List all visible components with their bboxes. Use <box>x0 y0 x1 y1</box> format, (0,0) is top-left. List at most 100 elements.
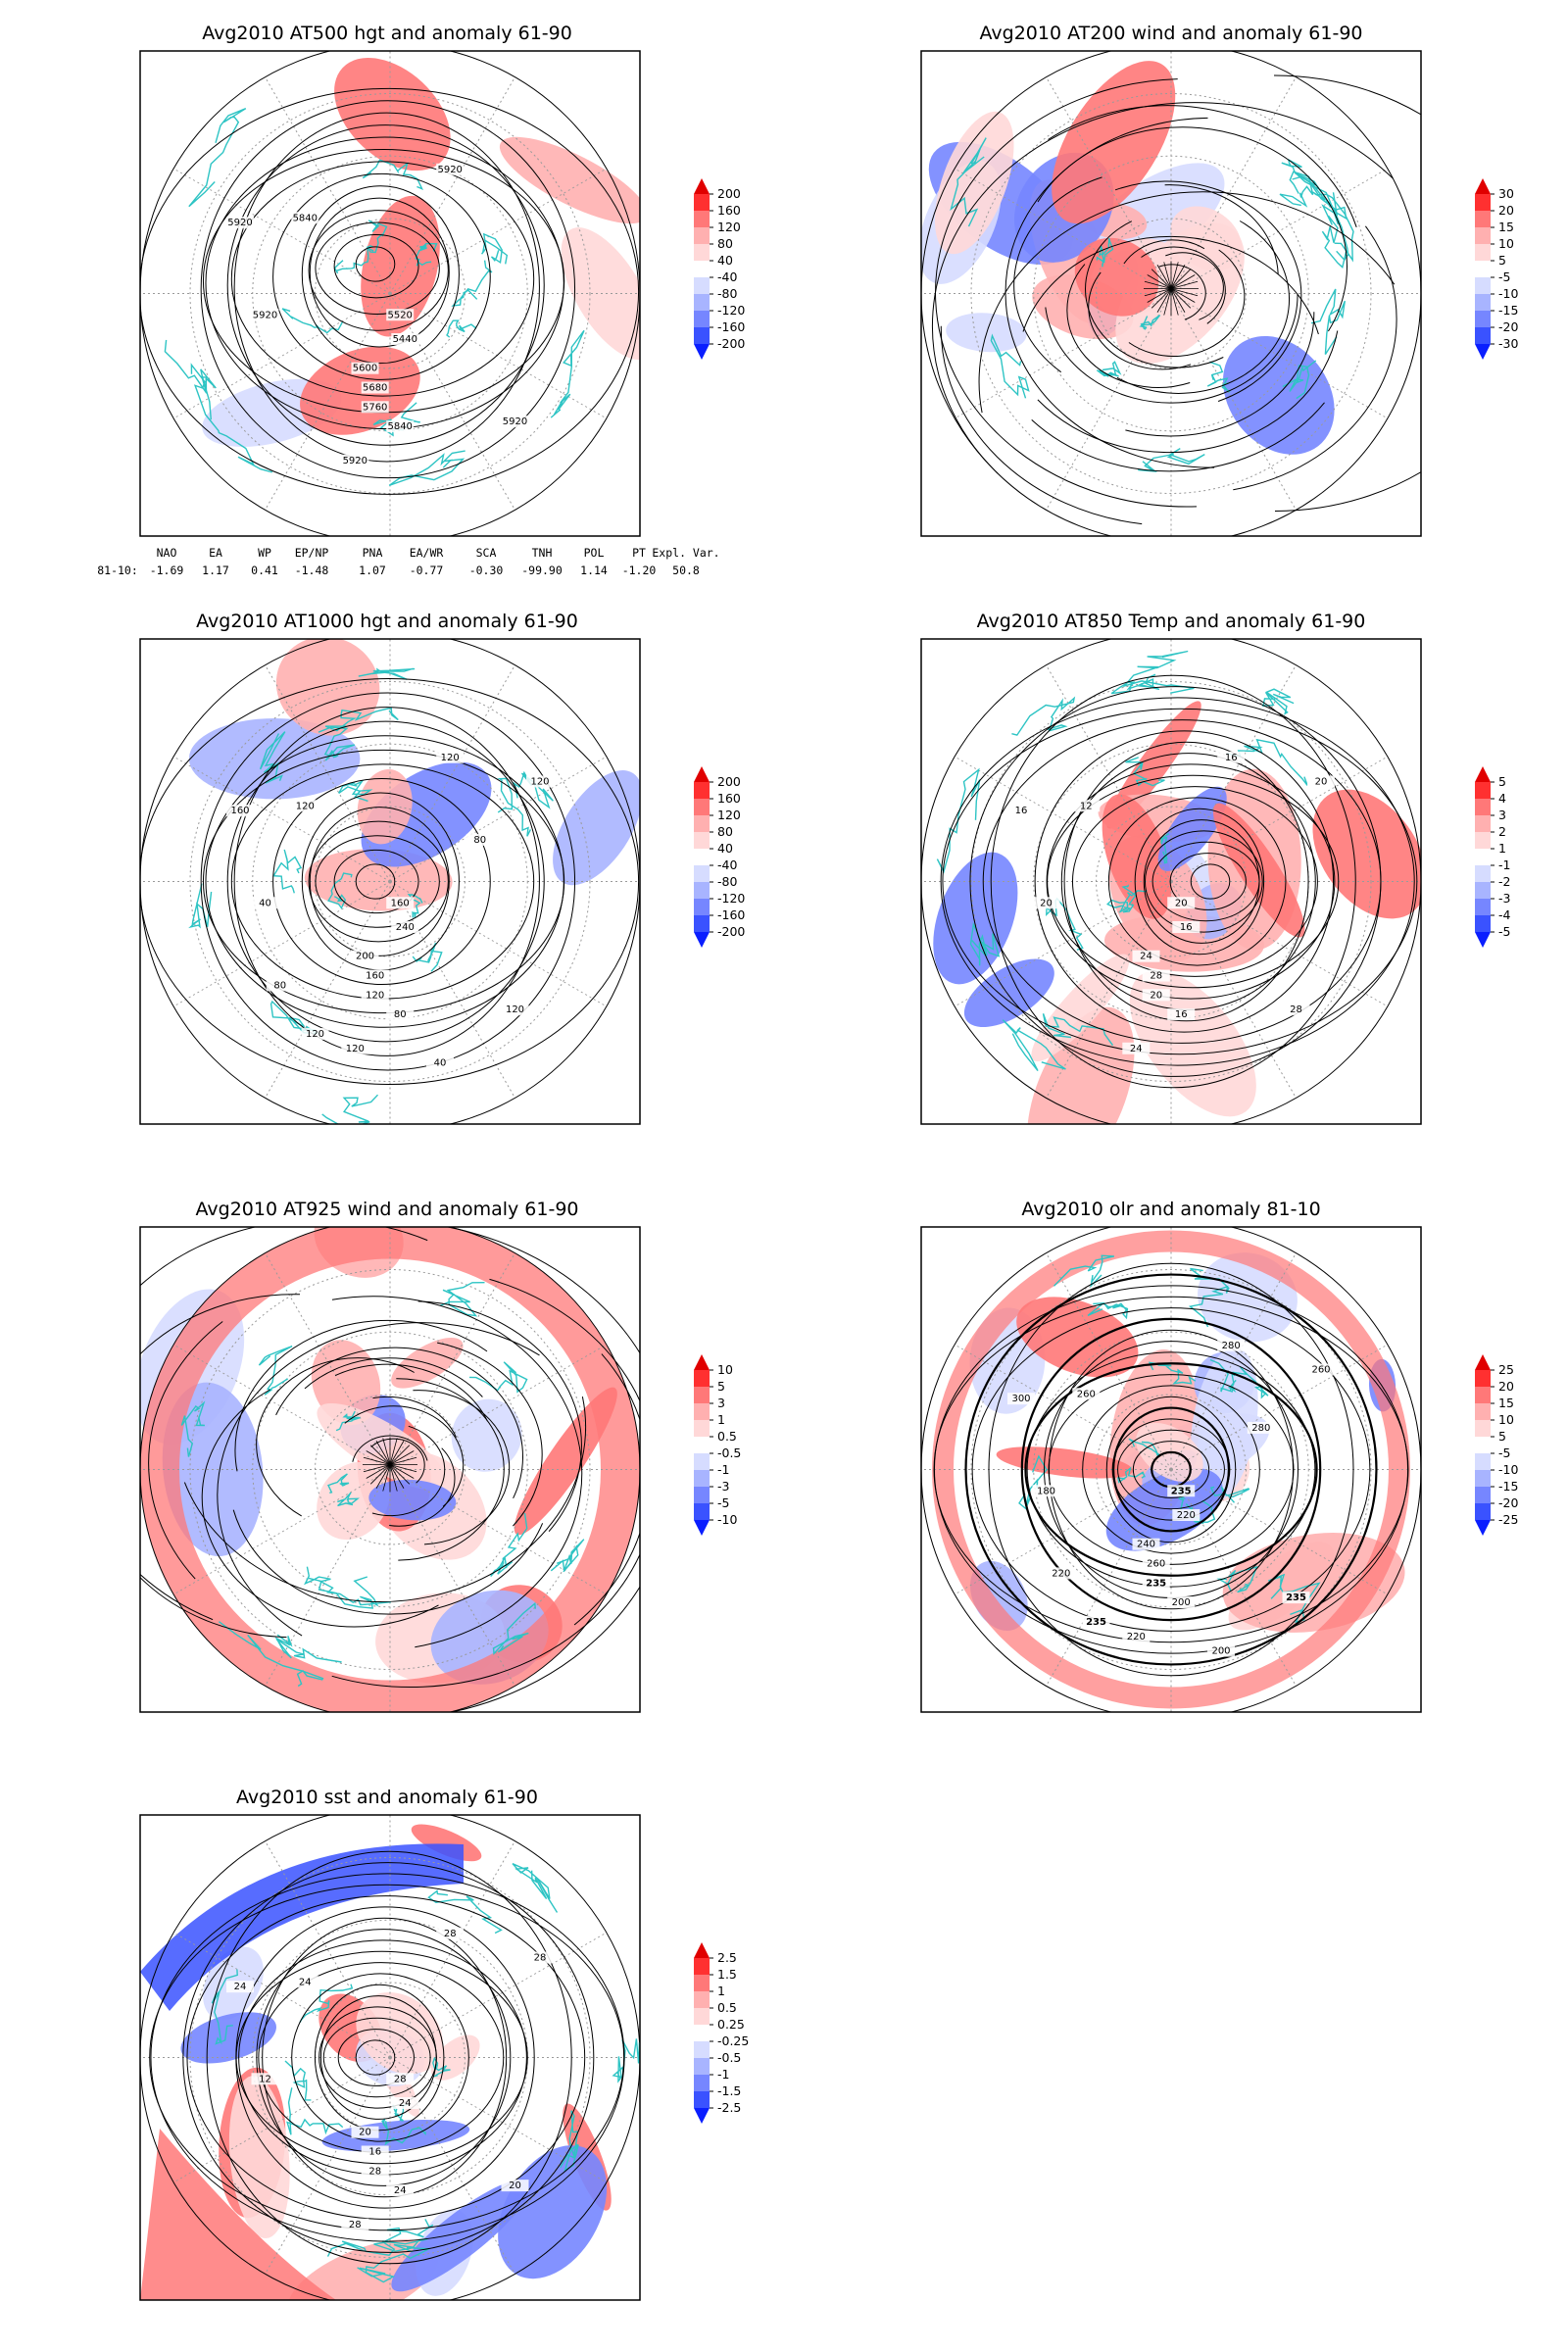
colorbar-arrow-top <box>1475 178 1491 194</box>
coastline <box>308 1576 379 1609</box>
streamline <box>573 1353 640 1626</box>
coastline <box>1042 1013 1114 1047</box>
colorbar-label: -1.5 <box>717 2083 741 2098</box>
coastline <box>1011 696 1076 736</box>
contour-label: 300 <box>1011 1394 1030 1404</box>
colorbar-swatch <box>1475 865 1491 882</box>
contour-label: 235 <box>1286 1592 1306 1603</box>
contour-line <box>337 2029 415 2086</box>
contour-line <box>200 100 576 479</box>
anomaly-shade <box>1212 803 1305 938</box>
colorbar-arrow-bottom <box>694 2108 710 2124</box>
colorbar-label: -1 <box>717 2067 729 2082</box>
contour-line <box>1134 808 1265 956</box>
contour-label: 5840 <box>387 421 412 432</box>
panel-frame <box>920 50 1422 537</box>
streamline <box>1085 220 1224 368</box>
colorbar-label: -200 <box>717 924 745 939</box>
streamline <box>445 1227 640 1712</box>
coastline <box>281 308 343 334</box>
streamline <box>389 1464 411 1485</box>
contour-line <box>1024 1362 1318 1577</box>
anomaly-shade <box>368 1479 457 1521</box>
colorbar-label: 200 <box>717 186 741 201</box>
colorbar-label: 5 <box>1498 1429 1506 1444</box>
colorbar: 200 160 120 80 40 -40 -80 -120-160 -200 <box>694 766 745 948</box>
contour-label: 160 <box>391 898 410 908</box>
contour-line <box>272 777 491 986</box>
streamline <box>370 1438 425 1484</box>
contour-label: 12 <box>259 2074 271 2084</box>
contour-line <box>256 1929 512 2186</box>
contour-label: 40 <box>259 898 271 908</box>
panel-title: Avg2010 AT925 wind and anomaly 61-90 <box>196 1199 579 1220</box>
contour-label: 5760 <box>363 402 387 413</box>
colorbar-label: -5 <box>717 1495 729 1510</box>
streamline <box>1170 274 1196 289</box>
coastline <box>180 1400 206 1457</box>
streamline <box>1114 180 1302 402</box>
index-name: WP <box>258 546 271 560</box>
coastline <box>451 260 493 307</box>
colorbar-swatch <box>1475 211 1491 227</box>
colorbar-label: -0.25 <box>717 2034 749 2048</box>
coastline <box>299 1984 354 2024</box>
index-name: EA <box>209 546 222 560</box>
contour-label: 20 <box>1040 898 1053 908</box>
colorbar-swatch <box>1475 1437 1491 1453</box>
streamline <box>1144 288 1172 297</box>
coastline <box>1096 237 1114 268</box>
contour-line <box>355 246 396 282</box>
contour-line <box>333 849 419 914</box>
colorbar-label: -15 <box>1498 303 1518 318</box>
anomaly-shade <box>963 958 1054 1028</box>
colorbar-swatch <box>694 1975 710 1991</box>
colorbar-label: -0.5 <box>717 1446 741 1460</box>
contour-line <box>205 735 564 1028</box>
colorbar-swatch <box>1475 815 1491 832</box>
streamline <box>1004 117 1215 468</box>
streamline <box>1128 249 1246 358</box>
colorbar-swatch <box>1475 1487 1491 1503</box>
coastline <box>327 1473 350 1494</box>
anomaly-shade <box>561 227 640 360</box>
coastline <box>188 108 247 208</box>
index-name: EA/WR <box>410 546 444 560</box>
streamline <box>1037 330 1339 454</box>
colorbar-label: 25 <box>1498 1362 1514 1377</box>
panel-frame <box>920 638 1422 1125</box>
colorbar-label: -80 <box>717 286 737 301</box>
anomaly-shade <box>514 1387 617 1536</box>
streamline <box>1088 271 1192 370</box>
colorbar-swatch <box>694 261 710 277</box>
contour-line <box>272 172 491 380</box>
anomaly-shade <box>1016 1297 1139 1378</box>
colorbar-swatch <box>694 1470 710 1487</box>
streamline <box>389 1464 398 1492</box>
panel-sst: Avg2010 sst and anomaly 61-90 28 24 28 24 20 1… <box>139 1787 749 2301</box>
colorbar-swatch <box>694 782 710 799</box>
contour-label: 220 <box>1127 1632 1146 1642</box>
contour-label: 28 <box>444 1929 457 1939</box>
contour-line <box>1105 1396 1237 1544</box>
coastline <box>1188 1267 1230 1328</box>
index-value: 1.07 <box>359 564 386 577</box>
latitude-circle <box>189 93 591 494</box>
colorbar-swatch <box>1475 277 1491 294</box>
contour-line <box>988 1262 1354 1677</box>
contour-label: 280 <box>1251 1423 1270 1434</box>
colorbar-swatch <box>694 915 710 932</box>
latitude-circle <box>970 1269 1372 1670</box>
contour-line <box>990 674 1356 1089</box>
panel-at850: Avg2010 AT850 Temp and anomaly 61-901612… <box>920 611 1511 1125</box>
coastline <box>1122 650 1195 694</box>
colorbar-arrow-top <box>694 1942 710 1958</box>
coastline <box>1282 360 1317 400</box>
anomaly-shade <box>140 1843 464 2011</box>
colorbar-swatch <box>694 2091 710 2108</box>
streamline <box>1022 235 1319 335</box>
coastline <box>1160 832 1170 864</box>
contour-label: 16 <box>1180 922 1193 933</box>
contour-label: 28 <box>534 1953 547 1964</box>
contour-line <box>940 697 1415 1066</box>
